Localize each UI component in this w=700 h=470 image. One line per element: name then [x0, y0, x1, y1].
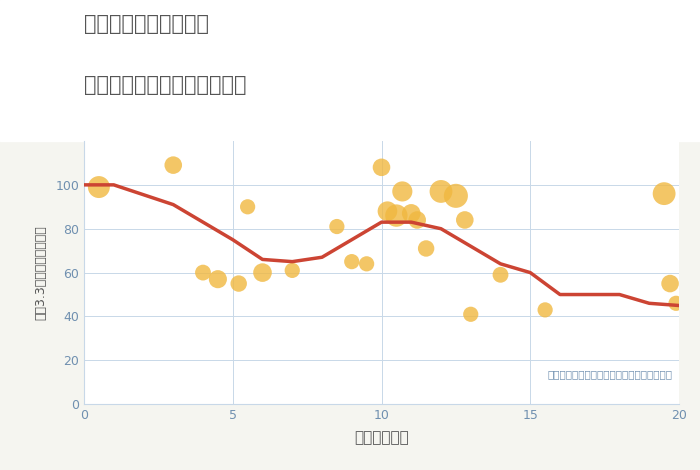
- Point: [465, 311, 476, 318]
- Point: [435, 188, 447, 195]
- Point: [197, 269, 209, 276]
- Text: 千葉県市原市池和田の: 千葉県市原市池和田の: [84, 14, 209, 34]
- Point: [376, 164, 387, 171]
- Point: [391, 212, 402, 219]
- Point: [168, 161, 179, 169]
- Y-axis label: 坪（3.3㎡）単価（万円）: 坪（3.3㎡）単価（万円）: [34, 225, 47, 320]
- Point: [450, 192, 461, 200]
- Point: [233, 280, 244, 287]
- Point: [406, 210, 417, 217]
- Point: [397, 188, 408, 195]
- Point: [93, 183, 104, 191]
- Point: [212, 275, 223, 283]
- Point: [664, 280, 676, 287]
- Point: [659, 190, 670, 197]
- Point: [257, 269, 268, 276]
- Point: [412, 216, 423, 224]
- Point: [495, 271, 506, 279]
- Text: 駅距離別中古マンション価格: 駅距離別中古マンション価格: [84, 75, 246, 95]
- Point: [346, 258, 357, 266]
- X-axis label: 駅距離（分）: 駅距離（分）: [354, 431, 409, 446]
- Point: [242, 203, 253, 211]
- Point: [331, 223, 342, 230]
- Point: [540, 306, 551, 313]
- Point: [287, 266, 298, 274]
- Point: [361, 260, 372, 267]
- Point: [421, 245, 432, 252]
- Text: 円の大きさは、取引のあった物件面積を示す: 円の大きさは、取引のあった物件面積を示す: [547, 369, 672, 379]
- Point: [671, 299, 682, 307]
- Point: [382, 207, 393, 215]
- Point: [459, 216, 470, 224]
